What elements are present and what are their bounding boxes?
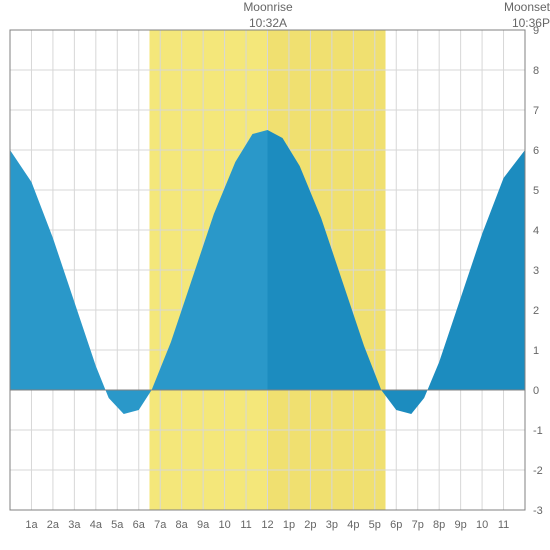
x-tick: 7a — [154, 519, 167, 531]
x-tick: 4a — [90, 519, 103, 531]
y-axis-labels: -3-2-10123456789 — [533, 25, 543, 517]
moonrise-label: Moonrise 10:32A — [238, 0, 298, 31]
moonset-title: Moonset — [490, 0, 550, 16]
x-tick: 2a — [47, 519, 60, 531]
x-tick: 5a — [111, 519, 124, 531]
x-tick: 3p — [326, 519, 338, 531]
y-tick: 0 — [533, 385, 539, 397]
x-tick: 11 — [498, 519, 509, 531]
x-axis-labels: 1a 2a 3a 4a 5a 6a 7a 8a 9a 10 11 12 1p 2p 3p 4p 5p 6p 7p 8p… — [25, 519, 509, 531]
x-tick: 10 — [476, 519, 488, 531]
x-tick: 8a — [176, 519, 189, 531]
x-tick: 10 — [218, 519, 230, 531]
y-tick: 5 — [533, 185, 539, 197]
y-tick: -3 — [533, 505, 543, 517]
x-tick: 1a — [25, 519, 38, 531]
moonrise-time: 10:32A — [238, 16, 298, 32]
x-tick: 6p — [390, 519, 402, 531]
x-tick: 3a — [68, 519, 81, 531]
y-tick: 4 — [533, 225, 539, 237]
y-tick: -2 — [533, 465, 543, 477]
y-tick: 1 — [533, 345, 539, 357]
x-tick: 2p — [304, 519, 316, 531]
tide-chart: Moonrise 10:32A Moonset 10:36P -3-2-1012… — [0, 0, 550, 550]
x-tick: 9p — [455, 519, 467, 531]
x-tick: 5p — [369, 519, 381, 531]
y-tick: 2 — [533, 305, 539, 317]
chart-svg: -3-2-101234567891a2a3a4a5a6a7a8a9a101112… — [0, 0, 550, 550]
x-tick: 11 — [240, 519, 251, 531]
x-tick: 9a — [197, 519, 210, 531]
y-tick: -1 — [533, 425, 543, 437]
moonrise-title: Moonrise — [238, 0, 298, 16]
x-tick: 12 — [261, 519, 273, 531]
x-tick: 1p — [283, 519, 295, 531]
x-tick: 8p — [433, 519, 445, 531]
x-tick: 6a — [133, 519, 146, 531]
x-tick: 7p — [412, 519, 424, 531]
y-tick: 7 — [533, 105, 539, 117]
moonset-label: Moonset 10:36P — [490, 0, 550, 31]
moonset-time: 10:36P — [490, 16, 550, 32]
y-tick: 6 — [533, 145, 539, 157]
y-tick: 8 — [533, 65, 539, 77]
y-tick: 3 — [533, 265, 539, 277]
x-tick: 4p — [347, 519, 359, 531]
